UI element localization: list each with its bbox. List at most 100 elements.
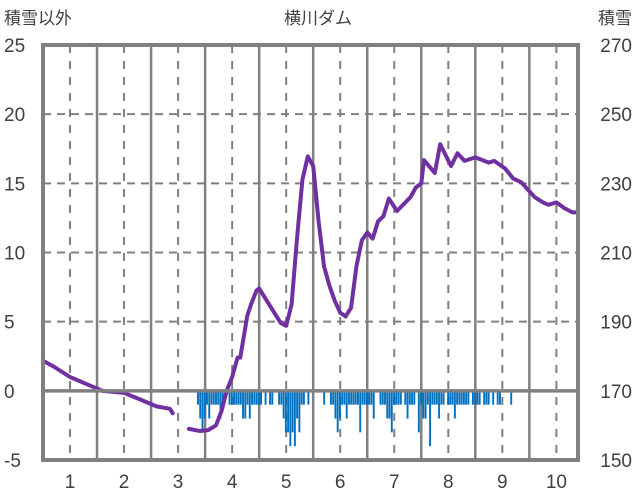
bar bbox=[408, 390, 411, 405]
bar bbox=[215, 390, 217, 405]
plot-frame bbox=[41, 43, 580, 462]
bar bbox=[210, 390, 213, 405]
bar bbox=[257, 390, 260, 405]
bar bbox=[413, 390, 416, 405]
y-right-tick-label: 150 bbox=[600, 451, 632, 472]
bar bbox=[343, 390, 346, 405]
bar bbox=[465, 390, 468, 405]
bar bbox=[422, 390, 425, 419]
bar bbox=[492, 390, 495, 405]
bar bbox=[361, 390, 364, 405]
bar bbox=[291, 390, 294, 433]
bar bbox=[471, 390, 474, 405]
bar bbox=[388, 390, 391, 419]
bar bbox=[487, 390, 490, 405]
y-left-tick-label: 0 bbox=[4, 382, 15, 403]
bar bbox=[217, 390, 220, 405]
bar bbox=[260, 390, 263, 405]
bar bbox=[390, 390, 393, 433]
x-tick-label: 2 bbox=[119, 472, 130, 493]
bar bbox=[435, 390, 438, 405]
bar bbox=[429, 390, 432, 447]
bar bbox=[417, 390, 420, 433]
x-tick-label: 6 bbox=[335, 472, 346, 493]
bar bbox=[368, 390, 371, 405]
bar bbox=[228, 390, 231, 405]
bar bbox=[307, 390, 310, 405]
bar bbox=[406, 390, 409, 419]
bar bbox=[420, 390, 423, 405]
plot-border bbox=[41, 43, 580, 462]
bar bbox=[300, 390, 303, 405]
x-tick-label: 5 bbox=[281, 472, 292, 493]
bar bbox=[456, 390, 459, 405]
bar bbox=[201, 390, 204, 433]
bar bbox=[197, 390, 199, 405]
bar bbox=[302, 390, 305, 405]
y-right-tick-label: 250 bbox=[600, 105, 632, 126]
bar bbox=[431, 390, 434, 405]
bar bbox=[293, 390, 296, 447]
bar bbox=[338, 390, 341, 419]
y-right-tick-label: 190 bbox=[600, 313, 632, 334]
bar bbox=[510, 390, 513, 405]
bar bbox=[334, 390, 337, 419]
y-right-tick-label: 210 bbox=[600, 244, 632, 265]
bar bbox=[433, 390, 436, 405]
bar bbox=[483, 390, 486, 405]
y-left-tick-label: -5 bbox=[4, 451, 21, 472]
bar bbox=[282, 390, 285, 419]
bar bbox=[264, 390, 267, 405]
bar bbox=[393, 390, 395, 405]
bar bbox=[347, 390, 350, 405]
x-tick-label: 4 bbox=[227, 472, 238, 493]
bar bbox=[352, 390, 355, 405]
y-right-tick-label: 170 bbox=[600, 382, 632, 403]
bar bbox=[379, 390, 382, 405]
bar bbox=[381, 390, 384, 405]
bar bbox=[269, 390, 272, 405]
x-tick-label: 3 bbox=[173, 472, 184, 493]
y-left-tick-label: 5 bbox=[4, 313, 15, 334]
bar bbox=[363, 390, 366, 405]
bar bbox=[208, 390, 211, 419]
bar bbox=[411, 390, 414, 405]
bar bbox=[359, 390, 362, 433]
bar bbox=[296, 390, 299, 419]
bar bbox=[239, 390, 242, 405]
bar bbox=[424, 390, 427, 419]
bar bbox=[246, 390, 249, 405]
bar bbox=[284, 390, 287, 433]
bar bbox=[237, 390, 240, 405]
bar bbox=[341, 390, 344, 405]
bar bbox=[449, 390, 452, 405]
bar bbox=[199, 390, 202, 419]
bar bbox=[233, 390, 235, 405]
bar bbox=[438, 390, 441, 419]
bar bbox=[332, 390, 335, 405]
left-axis-label: 積雪以外 bbox=[4, 9, 72, 29]
bar bbox=[329, 390, 332, 405]
bar bbox=[345, 390, 348, 419]
chart-title: 横川ダム bbox=[284, 9, 352, 29]
bar bbox=[206, 390, 208, 405]
bar bbox=[386, 390, 389, 419]
bar bbox=[372, 390, 375, 419]
x-tick-label: 1 bbox=[65, 472, 76, 493]
bar bbox=[219, 390, 222, 419]
bar bbox=[462, 390, 465, 405]
right-axis-label: 積雪 bbox=[598, 9, 632, 29]
x-tick-label: 8 bbox=[443, 472, 454, 493]
bar bbox=[280, 390, 283, 405]
bar bbox=[323, 390, 326, 405]
bar bbox=[384, 390, 386, 405]
bar bbox=[212, 390, 215, 405]
bar bbox=[251, 390, 254, 405]
snow-depth-line bbox=[186, 142, 580, 433]
bar bbox=[235, 390, 238, 405]
bar bbox=[498, 390, 501, 405]
bar bbox=[255, 390, 258, 405]
x-tick-label: 7 bbox=[389, 472, 400, 493]
bar bbox=[474, 390, 477, 405]
bar bbox=[221, 390, 224, 405]
